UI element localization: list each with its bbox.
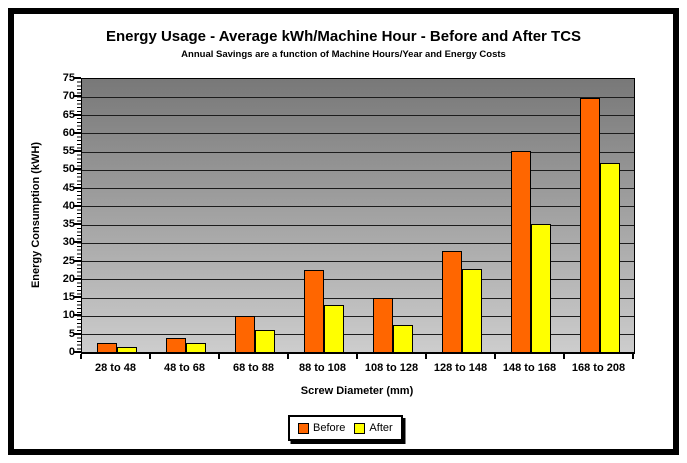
y-axis-major-tick [74, 351, 81, 353]
y-axis-major-tick [74, 332, 81, 335]
y-tick-label: 50 [62, 163, 75, 176]
y-tick-label: 65 [62, 108, 75, 121]
bar-before [165, 338, 186, 353]
x-category-label: 88 to 108 [298, 362, 347, 374]
gridline [82, 279, 634, 281]
bar-after [323, 305, 344, 353]
gridline [82, 96, 634, 98]
x-axis-line [81, 352, 635, 354]
y-axis-major-tick [74, 150, 81, 153]
y-axis-major-tick [74, 223, 81, 226]
bar-after [116, 347, 137, 353]
legend-label-before: Before [313, 421, 346, 434]
y-tick-label: 75 [62, 72, 75, 84]
y-axis-minor-ticks [77, 78, 81, 352]
x-category-label: 48 to 68 [164, 362, 205, 374]
bar-before [372, 298, 393, 353]
x-axis-tick [149, 354, 151, 359]
x-axis-tick [218, 354, 220, 359]
x-axis-tick [425, 354, 427, 359]
x-axis-tick [632, 354, 634, 359]
legend-item-after: After [354, 421, 393, 434]
bar-before [234, 316, 255, 353]
y-tick-label: 20 [62, 272, 75, 285]
y-axis-major-tick [74, 259, 81, 262]
y-tick-label: 0 [68, 346, 75, 358]
y-axis-major-tick [74, 168, 81, 171]
legend-label-after: After [369, 421, 393, 434]
gridline [82, 115, 634, 117]
legend-swatch-after [354, 422, 366, 434]
legend: Before After [288, 415, 403, 441]
bar-before [303, 270, 324, 353]
x-axis-title: Screw Diameter (mm) [300, 385, 414, 397]
y-tick-label: 25 [62, 254, 75, 267]
y-axis-major-tick [74, 241, 81, 244]
chart-subtitle: Annual Savings are a function of Machine… [181, 49, 506, 60]
y-axis-major-tick [74, 204, 81, 207]
bar-after [461, 269, 482, 353]
y-tick-label: 55 [62, 145, 75, 158]
x-axis-tick [287, 354, 289, 359]
bar-after [185, 343, 206, 353]
x-category-label: 168 to 208 [571, 362, 626, 374]
y-tick-label: 40 [62, 199, 75, 212]
gridline [82, 224, 634, 226]
chart-title: Energy Usage - Average kWh/Machine Hour … [105, 28, 582, 45]
y-tick-label: 60 [62, 126, 75, 139]
gridline [82, 151, 634, 153]
gridline [82, 133, 634, 135]
y-axis-major-tick [74, 314, 81, 317]
y-axis-major-tick [74, 277, 81, 280]
y-tick-label: 10 [62, 309, 75, 322]
gridline [82, 206, 634, 208]
y-tick-label: 35 [62, 218, 75, 231]
x-category-label: 148 to 168 [502, 362, 557, 374]
x-axis-tick [494, 354, 496, 359]
y-tick-label: 70 [62, 90, 75, 103]
x-axis-tick [80, 354, 82, 359]
y-axis-major-tick [74, 186, 81, 189]
bar-after [392, 325, 413, 353]
x-category-label: 68 to 88 [233, 362, 274, 374]
bar-after [254, 330, 275, 353]
y-tick-label: 5 [68, 327, 75, 340]
gridline [82, 242, 634, 244]
x-axis-tick [563, 354, 565, 359]
y-axis-major-tick [74, 77, 81, 79]
bar-before [441, 251, 462, 353]
gridline [82, 297, 634, 299]
x-category-label: 28 to 48 [95, 362, 136, 374]
y-tick-label: 15 [62, 291, 75, 304]
x-axis-tick [356, 354, 358, 359]
bar-after [530, 224, 551, 353]
legend-item-before: Before [298, 421, 346, 434]
plot-area [81, 78, 635, 354]
bar-before [510, 151, 531, 353]
gridline [82, 334, 634, 336]
y-axis-major-tick [74, 296, 81, 299]
y-tick-label: 45 [62, 181, 75, 194]
bar-after [599, 163, 620, 353]
gridline [82, 261, 634, 263]
x-category-label: 128 to 148 [433, 362, 488, 374]
y-axis-major-tick [74, 113, 81, 116]
y-tick-label: 30 [62, 236, 75, 249]
gridline [82, 169, 634, 171]
gridline [82, 315, 634, 317]
legend-swatch-before [298, 422, 309, 434]
y-axis-major-tick [74, 95, 81, 98]
y-axis-major-tick [74, 131, 81, 134]
gridline [82, 188, 634, 190]
bar-before [579, 98, 600, 353]
x-category-label: 108 to 128 [364, 362, 419, 374]
bar-before [96, 343, 117, 353]
